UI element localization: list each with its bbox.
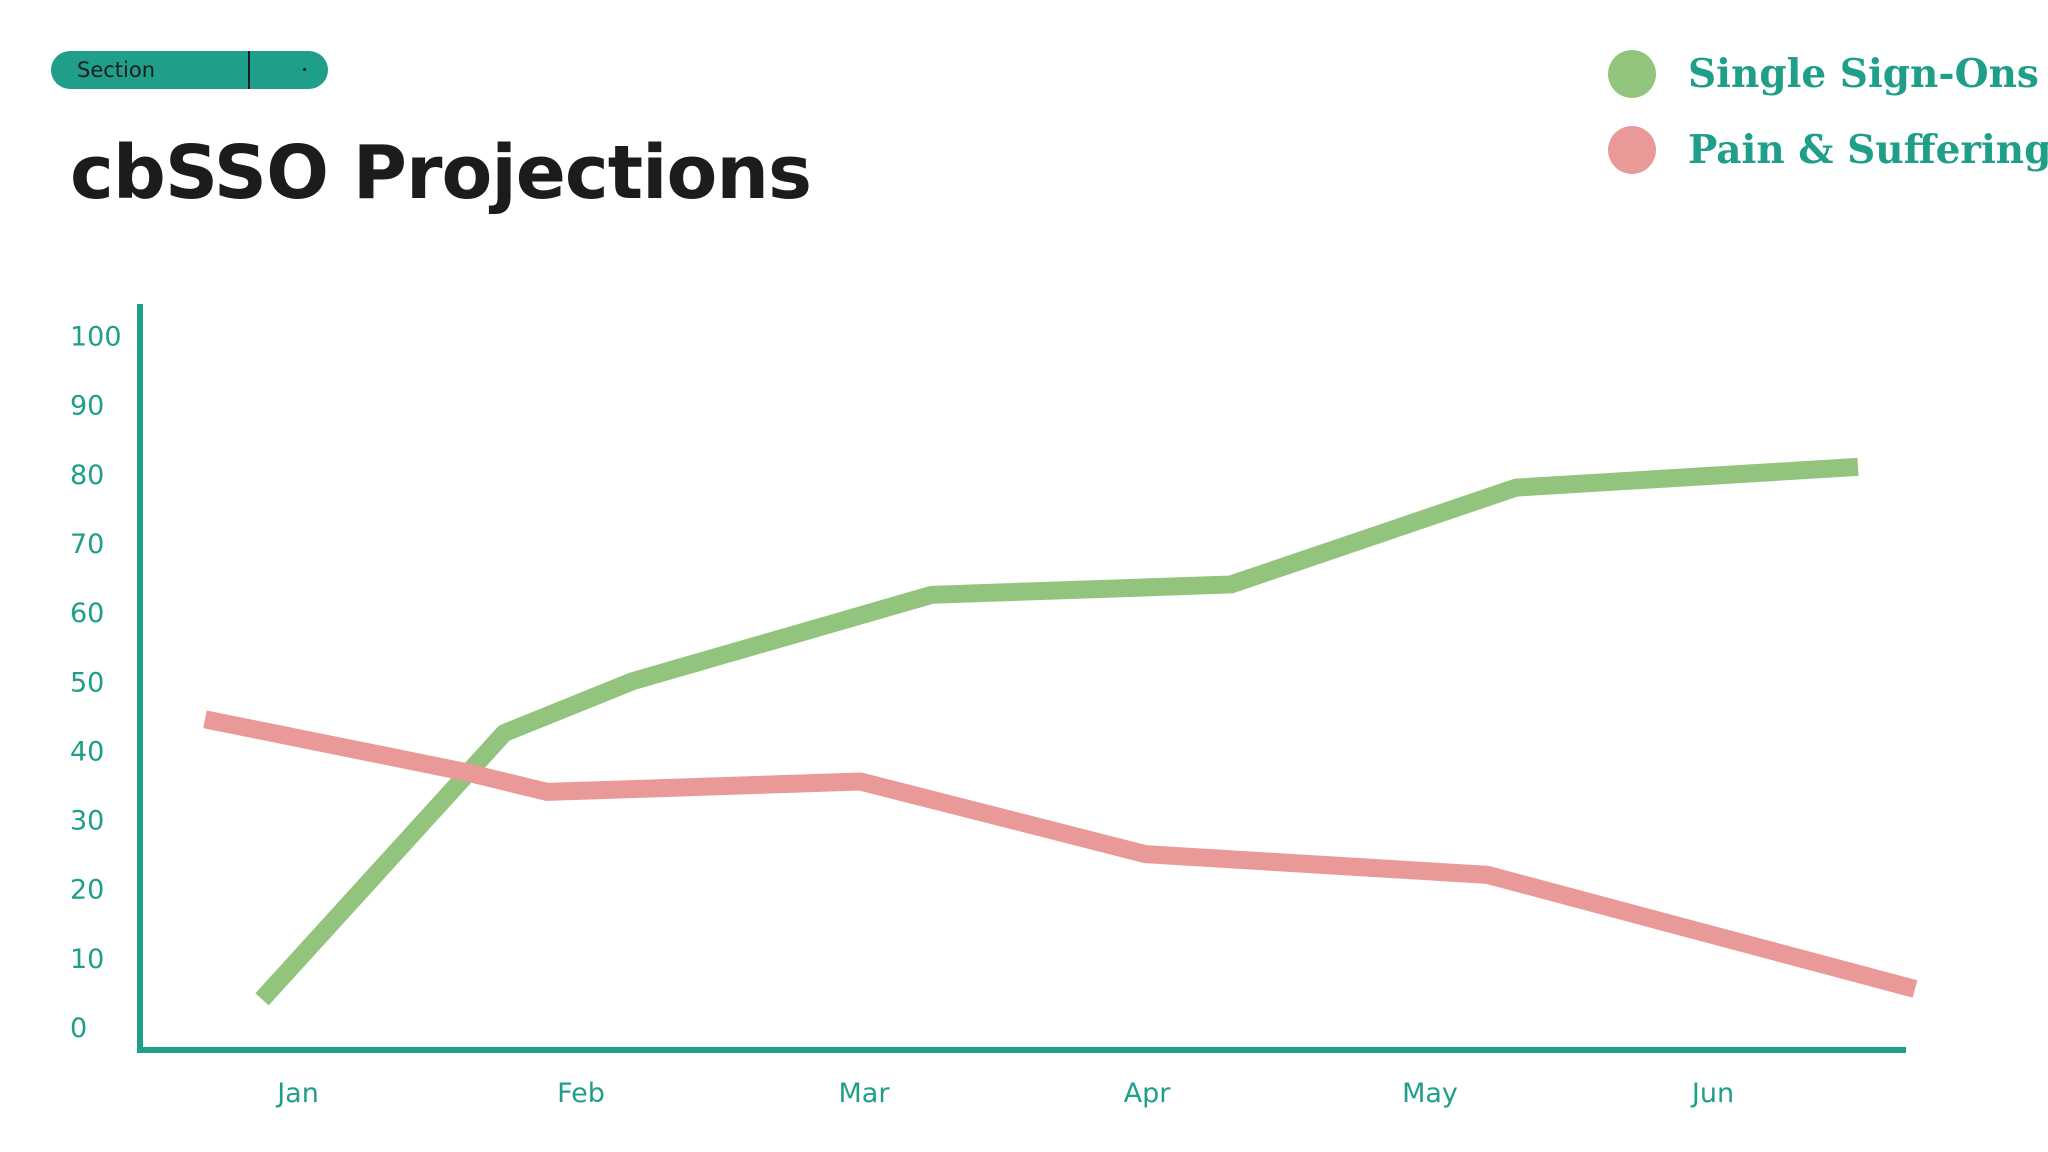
legend-swatch-pain-suffering — [1608, 126, 1656, 174]
x-tick-label: Jun — [1690, 1078, 1734, 1109]
section-label: Section — [77, 58, 156, 82]
y-tick-label: 70 — [70, 529, 104, 560]
x-axis-ticks: Jan Feb Mar Apr May Jun — [275, 1078, 1734, 1109]
x-tick-label: Mar — [839, 1078, 891, 1109]
y-axis-ticks: 0 10 20 30 40 50 60 70 80 90 100 — [70, 322, 122, 1045]
section-pill: Section — [51, 51, 328, 89]
x-tick-label: May — [1402, 1078, 1458, 1109]
y-tick-label: 60 — [70, 598, 104, 629]
y-tick-label: 0 — [70, 1013, 87, 1044]
legend-swatch-single-sign-ons — [1608, 50, 1656, 98]
page-title: cbSSO Projections — [70, 130, 812, 216]
x-tick-label: Feb — [557, 1078, 605, 1109]
series-line-single-sign-ons — [255, 457, 1859, 1006]
y-tick-label: 100 — [70, 322, 122, 353]
y-tick-label: 20 — [70, 875, 104, 906]
x-tick-label: Jan — [275, 1078, 319, 1109]
legend-item-pain-suffering: Pain & Suffering — [1608, 126, 2048, 174]
y-tick-label: 40 — [70, 736, 104, 767]
legend-label-single-sign-ons: Single Sign-Ons — [1688, 51, 2039, 97]
y-tick-label: 50 — [70, 667, 104, 698]
legend-label-pain-suffering: Pain & Suffering — [1688, 127, 2048, 173]
series-lines — [203, 457, 1918, 1006]
section-dot — [303, 68, 306, 71]
y-tick-label: 90 — [70, 391, 104, 422]
x-tick-label: Apr — [1124, 1078, 1172, 1109]
y-tick-label: 10 — [70, 944, 104, 975]
chart-legend: Single Sign-Ons Pain & Suffering — [1608, 50, 2048, 202]
legend-item-single-sign-ons: Single Sign-Ons — [1608, 50, 2048, 98]
series-line-pain-suffering — [203, 710, 1918, 998]
y-tick-label: 80 — [70, 460, 104, 491]
y-tick-label: 30 — [70, 806, 104, 837]
section-divider — [248, 51, 250, 89]
